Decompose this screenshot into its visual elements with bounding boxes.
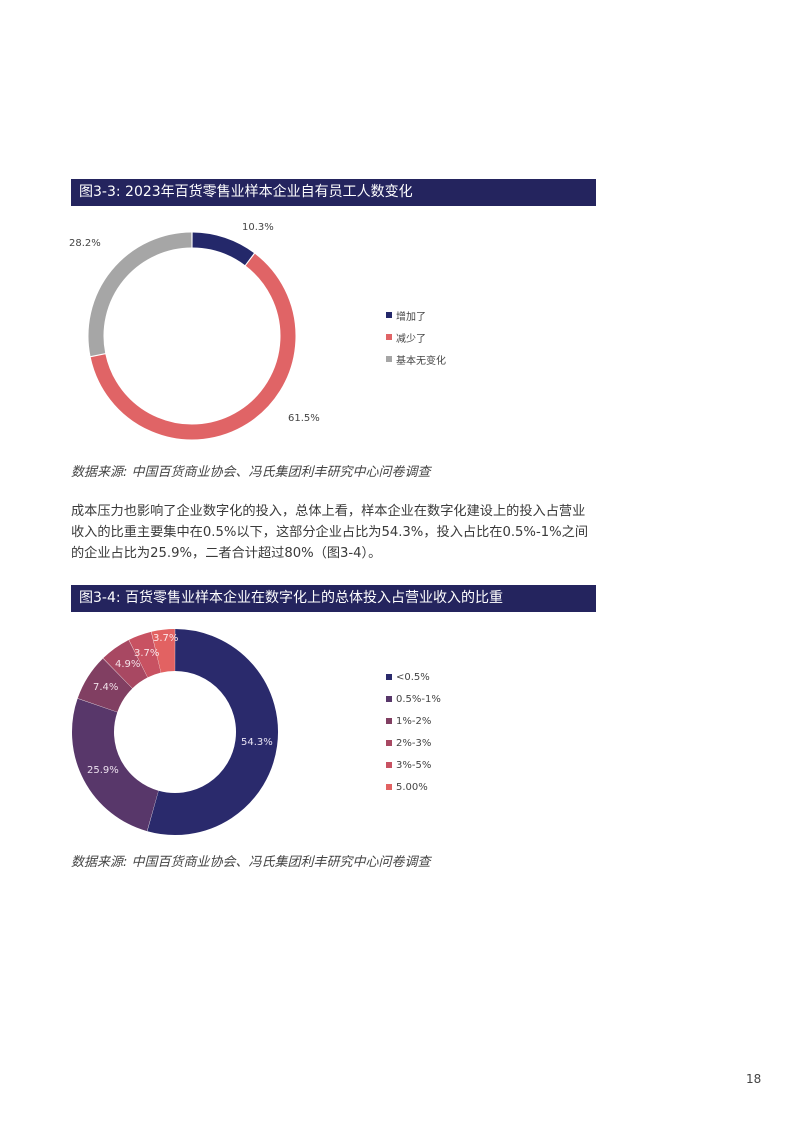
slice-increase [192, 232, 254, 266]
label-2-3: 4.9% [115, 659, 141, 670]
legend-item-lt-0-5: <0.5% [386, 666, 441, 688]
label-nochange: 28.2% [69, 238, 101, 249]
slice-nochange [88, 232, 192, 357]
legend-label: 增加了 [396, 311, 426, 323]
label-5: 3.7% [153, 633, 179, 644]
slice-2-3 [103, 640, 149, 689]
figure-3-3-legend: 增加了 减少了 基本无变化 [386, 304, 446, 370]
legend-item-3-5: 3%-5% [386, 754, 441, 776]
figure-3-4-title: 图3-4: 百货零售业样本企业在数字化上的总体投入占营业收入的比重 [71, 585, 596, 612]
figure-3-4-legend: <0.5% 0.5%-1% 1%-2% 2%-3% 3%-5% 5.00% [386, 666, 441, 798]
slice-1-2 [77, 658, 133, 713]
figure-3-3-source: 数据来源: 中国百货商业协会、冯氏集团利丰研究中心问卷调查 [71, 465, 431, 480]
figure-3-4-source: 数据来源: 中国百货商业协会、冯氏集团利丰研究中心问卷调查 [71, 855, 431, 870]
legend-swatch [386, 312, 392, 318]
legend-swatch [386, 784, 392, 790]
figure-3-3-donut-chart [88, 232, 296, 440]
label-increase: 10.3% [242, 222, 274, 233]
legend-swatch [386, 762, 392, 768]
legend-swatch [386, 334, 392, 340]
slice-3-5 [128, 631, 162, 678]
slice-5 [151, 629, 176, 673]
legend-label: 1%-2% [396, 715, 432, 727]
legend-item-0-5-1: 0.5%-1% [386, 688, 441, 710]
legend-label: 3%-5% [396, 759, 432, 771]
legend-item-1-2: 1%-2% [386, 710, 441, 732]
legend-label: 2%-3% [396, 737, 432, 749]
legend-item-increase: 增加了 [386, 304, 446, 326]
legend-label: 0.5%-1% [396, 693, 441, 705]
slice-lt-0-5 [147, 629, 278, 835]
legend-swatch [386, 674, 392, 680]
legend-swatch [386, 696, 392, 702]
label-3-5: 3.7% [134, 648, 160, 659]
legend-label: 基本无变化 [396, 355, 446, 367]
legend-swatch [386, 718, 392, 724]
slice-decrease [90, 253, 296, 440]
legend-label: <0.5% [396, 671, 430, 683]
figure-3-4-donut-chart [72, 629, 278, 835]
legend-item-decrease: 减少了 [386, 326, 446, 348]
legend-item-2-3: 2%-3% [386, 732, 441, 754]
legend-item-nochange: 基本无变化 [386, 348, 446, 370]
legend-swatch [386, 740, 392, 746]
legend-swatch [386, 356, 392, 362]
label-0-5-1: 25.9% [87, 765, 119, 776]
legend-label: 减少了 [396, 333, 426, 345]
label-decrease: 61.5% [288, 413, 320, 424]
figure-3-3-title: 图3-3: 2023年百货零售业样本企业自有员工人数变化 [71, 179, 596, 206]
slice-0-5-1 [72, 698, 160, 832]
label-lt-0-5: 54.3% [241, 737, 273, 748]
label-1-2: 7.4% [93, 682, 119, 693]
page-number: 18 [746, 1072, 762, 1086]
legend-label: 5.00% [396, 781, 428, 793]
body-paragraph: 成本压力也影响了企业数字化的投入，总体上看，样本企业在数字化建设上的投入占营业收… [71, 504, 589, 561]
legend-item-5: 5.00% [386, 776, 441, 798]
